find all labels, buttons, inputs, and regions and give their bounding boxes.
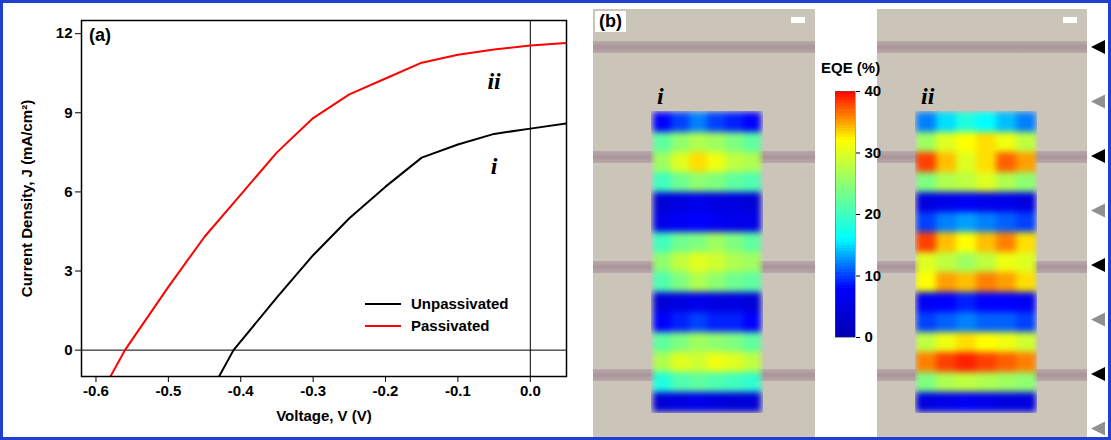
- svg-text:-0.3: -0.3: [300, 382, 326, 399]
- svg-text:0: 0: [64, 341, 72, 358]
- svg-text:9: 9: [64, 104, 72, 121]
- svg-text:Current Density, J (mA/cm²): Current Density, J (mA/cm²): [18, 100, 35, 297]
- svg-text:ii: ii: [487, 68, 501, 94]
- svg-text:0.0: 0.0: [520, 382, 541, 399]
- html-text:(b): (b): [599, 11, 622, 31]
- html-text:Unpassivated: Unpassivated: [411, 295, 509, 312]
- svg-text:10: 10: [865, 267, 882, 284]
- svg-text:40: 40: [865, 83, 882, 99]
- svg-text:6: 6: [64, 183, 72, 200]
- svg-text:20: 20: [865, 205, 882, 222]
- svg-text:-0.2: -0.2: [373, 382, 399, 399]
- svg-text:-0.6: -0.6: [83, 382, 109, 399]
- svg-text:-0.5: -0.5: [155, 382, 181, 399]
- svg-text:Voltage, V (V): Voltage, V (V): [276, 407, 372, 424]
- svg-text:-0.1: -0.1: [445, 382, 471, 399]
- svg-text:i: i: [491, 153, 498, 179]
- html-text:EQE (%): EQE (%): [821, 59, 881, 76]
- svg-text:12: 12: [56, 24, 73, 41]
- html-text:(a): (a): [89, 25, 111, 45]
- svg-text:0: 0: [865, 328, 873, 345]
- svg-text:30: 30: [865, 144, 882, 161]
- html-text:i: i: [657, 83, 664, 109]
- html-text:Passivated: Passivated: [411, 317, 490, 334]
- svg-text:-0.4: -0.4: [228, 382, 255, 399]
- svg-text:3: 3: [64, 262, 72, 279]
- html-text:ii: ii: [921, 83, 935, 109]
